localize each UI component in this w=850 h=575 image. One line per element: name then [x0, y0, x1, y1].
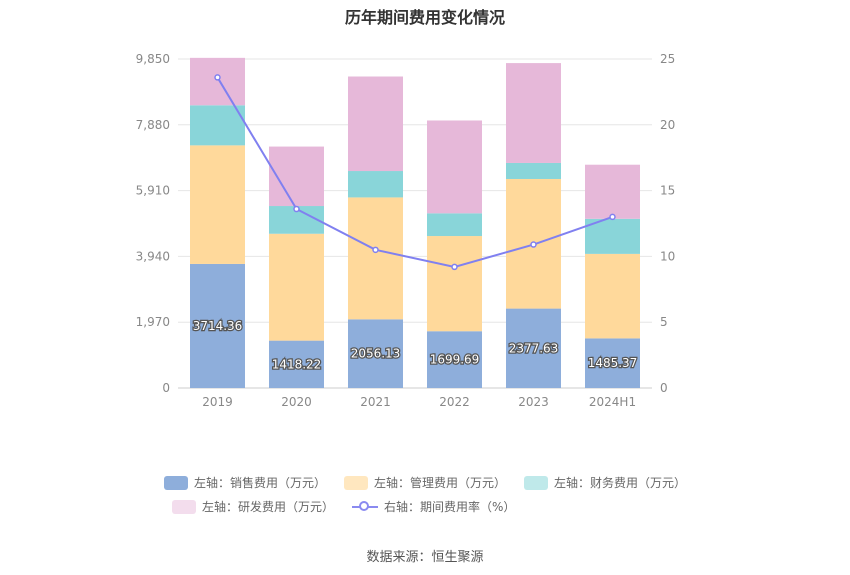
right-axis-ticks: 0 5 10 15 20 25: [660, 52, 675, 395]
legend-row-1: 左轴：销售费用（万元） 左轴：管理费用（万元） 左轴：财务费用（万元）: [0, 474, 850, 491]
x-axis-ticks: 2019 2020 2021 2022 2023 2024H1: [202, 395, 636, 409]
bar-admin: [348, 197, 403, 320]
chart-canvas: 0 1,970 3,940 5,910 7,880 9,850 0 5 10 15 20 25 37…: [136, 52, 676, 409]
stacked-bars: [190, 57, 640, 388]
bar-finance: [427, 213, 482, 237]
right-tick-label: 5: [660, 315, 668, 329]
bar-admin: [269, 233, 324, 341]
bar-data-label: 1699.69: [430, 353, 480, 367]
legend-swatch-rate-icon: [352, 500, 379, 514]
bar-data-label: 2377.63: [509, 341, 559, 355]
bar-data-labels: 3714.36 1418.22 2056.13 1699.69 2377.63 1485.…: [191, 318, 638, 373]
right-tick-label: 20: [660, 118, 675, 132]
left-tick-label: 9,850: [136, 52, 170, 66]
bar-rnd: [190, 57, 245, 106]
bar-finance: [585, 218, 640, 254]
legend-label-admin: 左轴：管理费用（万元）: [373, 476, 506, 490]
legend-item-sales[interactable]: 左轴：销售费用（万元）: [163, 474, 326, 491]
bar-data-label: 1485.37: [588, 356, 638, 370]
data-source: 数据来源：恒生聚源: [366, 550, 484, 565]
legend-swatch-admin: [343, 475, 368, 490]
bar-data-label: 2056.13: [351, 347, 401, 361]
left-tick-label: 0: [162, 381, 170, 395]
legend-label-rate: 右轴：期间费用率（%）: [384, 500, 516, 514]
legend-item-admin[interactable]: 左轴：管理费用（万元）: [343, 474, 506, 491]
bar-admin: [427, 236, 482, 332]
gridlines: [178, 58, 652, 389]
bar-data-label: 3714.36: [193, 319, 243, 333]
x-tick-label: 2021: [360, 395, 391, 409]
bar-sales: [190, 263, 245, 388]
bar-rnd: [427, 120, 482, 214]
legend-swatch-finance: [524, 475, 548, 490]
rate-point: [609, 213, 616, 221]
bar-sales: [506, 308, 561, 388]
rate-point: [293, 205, 300, 213]
rate-line: [216, 76, 613, 268]
bar-rnd: [585, 164, 640, 219]
bar-admin: [190, 145, 245, 264]
bar-finance: [190, 105, 245, 146]
bar-finance: [506, 162, 561, 179]
legend-label-rnd: 左轴：研发费用（万元）: [202, 500, 335, 514]
left-tick-label: 3,940: [136, 249, 170, 263]
x-tick-label: 2023: [518, 395, 549, 409]
bar-rnd: [269, 146, 324, 207]
chart-title: 历年期间费用变化情况: [344, 8, 505, 27]
bar-rnd: [506, 63, 561, 163]
rate-point: [214, 74, 221, 81]
bar-sales: [585, 338, 640, 388]
legend-swatch-rnd: [172, 499, 196, 514]
bar-data-label: 1418.22: [272, 357, 322, 371]
x-tick-label: 2019: [202, 395, 233, 409]
left-tick-label: 1,970: [136, 315, 170, 329]
bar-rnd: [348, 76, 403, 172]
left-tick-label: 5,910: [136, 184, 170, 198]
x-tick-label: 2024H1: [589, 395, 636, 409]
right-tick-label: 10: [660, 249, 675, 263]
legend-swatch-sales: [163, 475, 188, 490]
bar-admin: [585, 253, 640, 339]
expense-rate-line: [214, 74, 616, 271]
rate-point: [530, 241, 537, 248]
left-tick-label: 7,880: [136, 118, 170, 132]
x-tick-label: 2022: [439, 395, 470, 409]
left-axis-ticks: 0 1,970 3,940 5,910 7,880 9,850: [136, 52, 170, 395]
legend-item-rnd[interactable]: 左轴：研发费用（万元）: [172, 498, 334, 515]
right-tick-label: 25: [660, 52, 675, 66]
legend-label-finance: 左轴：财务费用（万元）: [554, 476, 687, 490]
rate-point: [451, 263, 458, 271]
legend-label-sales: 左轴：销售费用（万元）: [193, 476, 326, 490]
legend-row-2: 左轴：研发费用（万元） 右轴：期间费用率（%）: [0, 498, 850, 515]
right-tick-label: 15: [660, 184, 675, 198]
rate-point: [372, 246, 379, 254]
bar-sales: [269, 340, 324, 388]
right-tick-label: 0: [660, 381, 668, 395]
legend-item-finance[interactable]: 左轴：财务费用（万元）: [524, 474, 686, 491]
bar-finance: [348, 171, 403, 198]
legend-item-rate[interactable]: 右轴：期间费用率（%）: [352, 498, 515, 515]
x-tick-label: 2020: [281, 395, 312, 409]
bar-sales: [427, 331, 482, 388]
bar-sales: [348, 319, 403, 388]
